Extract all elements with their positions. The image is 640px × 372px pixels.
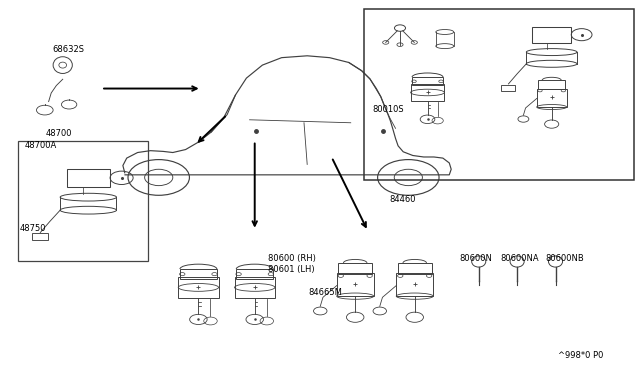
Text: 80600NA: 80600NA [500,254,539,263]
Bar [67,169,110,187]
Bar [538,80,565,89]
Bar [537,89,566,107]
Bar [398,263,431,274]
Bar [532,27,572,43]
Text: 80600 (RH): 80600 (RH) [268,254,316,263]
Bar [411,84,444,101]
Bar [364,9,634,180]
Bar [180,269,217,279]
Text: 84665M: 84665M [308,288,342,296]
Text: 48700: 48700 [46,129,72,138]
Bar [396,273,433,296]
Text: 48750: 48750 [19,224,45,232]
Bar [339,263,372,274]
Text: 48700A: 48700A [24,141,56,150]
Bar [235,277,275,298]
Text: 68632S: 68632S [52,45,84,54]
Text: 80601 (LH): 80601 (LH) [268,265,314,274]
Bar [337,273,374,296]
Text: 80600N: 80600N [460,254,492,263]
Bar [412,77,443,85]
Text: 80600NB: 80600NB [545,254,584,263]
Bar [32,233,48,240]
Bar [18,141,148,261]
Text: 80010S: 80010S [372,105,404,113]
Bar [178,277,218,298]
Bar [236,269,273,279]
Text: ^998*0 P0: ^998*0 P0 [558,351,604,360]
Bar [501,84,515,90]
Text: 84460: 84460 [389,195,415,203]
